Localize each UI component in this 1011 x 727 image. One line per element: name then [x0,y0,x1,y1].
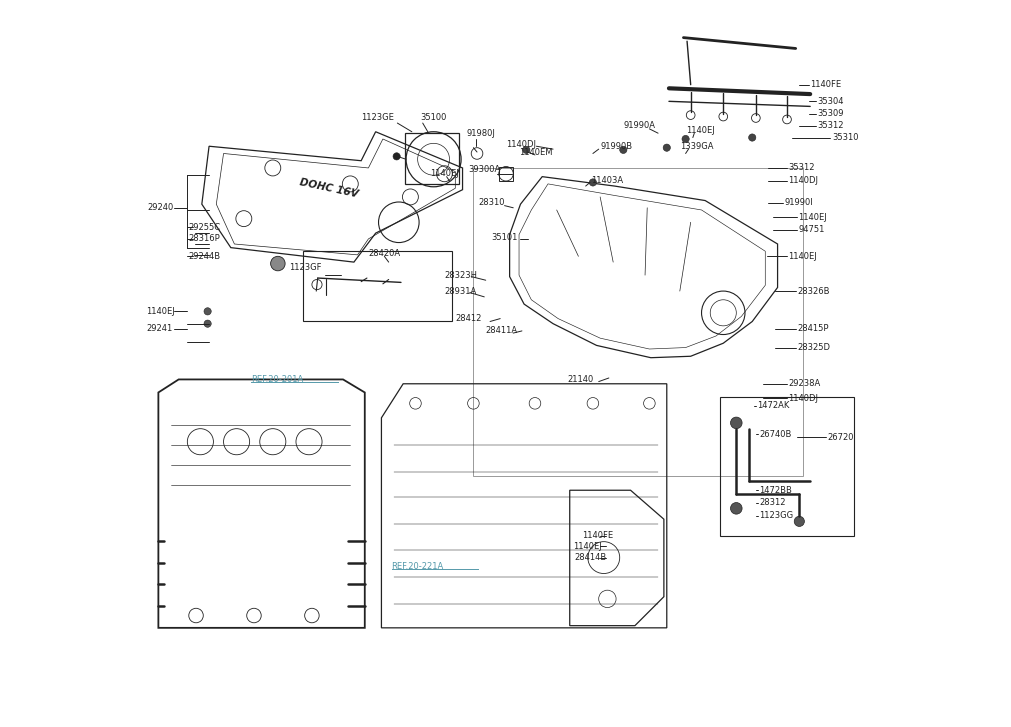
Text: 21140: 21140 [567,375,593,384]
Text: 28323H: 28323H [444,270,477,280]
Circle shape [730,417,741,429]
Text: 28415P: 28415P [797,324,828,333]
Text: 1140EJ: 1140EJ [430,169,458,178]
Text: 1140DJ: 1140DJ [788,394,818,403]
Circle shape [204,308,211,315]
Bar [303,251,451,321]
Text: 1123GE: 1123GE [361,113,393,121]
Text: 28412: 28412 [455,314,481,323]
Text: 35100: 35100 [421,113,447,121]
Text: 1140EJ: 1140EJ [684,126,714,134]
Text: 1339GA: 1339GA [679,142,713,150]
Text: 1123GG: 1123GG [758,511,793,520]
Text: 35101: 35101 [491,233,518,242]
Text: 28411A: 28411A [485,326,518,335]
Text: 1140EM: 1140EM [519,148,552,156]
Circle shape [204,320,211,327]
Text: 28316P: 28316P [189,234,220,244]
Text: 1140EJ: 1140EJ [146,307,175,316]
Text: 28420A: 28420A [368,249,400,258]
Circle shape [588,179,595,186]
Text: 1140EJ: 1140EJ [788,252,817,261]
Text: 35312: 35312 [817,121,843,130]
Text: 1472AK: 1472AK [756,401,789,410]
Circle shape [270,257,285,270]
Circle shape [619,146,627,153]
Text: 28414B: 28414B [574,553,607,562]
Text: 91990I: 91990I [784,198,812,207]
Text: 1140DJ: 1140DJ [788,177,818,185]
Text: 91990B: 91990B [600,142,632,150]
Bar [719,397,853,536]
Text: 1140EJ: 1140EJ [798,213,827,222]
Text: 1140EJ: 1140EJ [572,542,601,550]
Circle shape [730,502,741,514]
Text: REF.20-201A: REF.20-201A [251,375,303,384]
Text: 26720: 26720 [827,433,853,442]
Text: 28326B: 28326B [797,286,829,296]
Circle shape [794,516,804,526]
Text: 29255C: 29255C [189,223,220,232]
Text: 39300A: 39300A [468,165,500,174]
Text: 28325D: 28325D [797,343,829,352]
Text: 1123GF: 1123GF [288,263,320,273]
Text: 28312: 28312 [758,498,786,507]
Text: 26740B: 26740B [758,430,791,439]
Text: 1140FE: 1140FE [810,80,840,89]
Text: 35309: 35309 [817,109,843,119]
Circle shape [522,146,530,153]
Text: 28931A: 28931A [444,286,476,296]
Text: DOHC 16V: DOHC 16V [298,177,359,199]
Text: 1140FE: 1140FE [581,531,613,540]
Text: REF.20-221A: REF.20-221A [391,562,444,571]
Text: 29244B: 29244B [189,252,220,261]
Text: 35304: 35304 [817,97,843,106]
Text: 29241: 29241 [146,324,172,333]
Circle shape [748,134,755,141]
Text: 11403A: 11403A [590,177,623,185]
Text: 29238A: 29238A [788,379,820,388]
Text: 94751: 94751 [798,225,824,234]
Text: 1140DJ: 1140DJ [506,140,536,149]
Text: 91980J: 91980J [466,129,494,137]
Text: 35312: 35312 [788,164,814,172]
Text: 91990A: 91990A [623,121,655,130]
Circle shape [392,153,400,160]
Text: 1472BB: 1472BB [758,486,792,495]
Circle shape [662,144,669,151]
Text: 28310: 28310 [478,198,504,207]
Text: 35310: 35310 [831,133,857,142]
Bar [473,168,802,475]
Circle shape [681,135,688,142]
Text: 29240: 29240 [148,204,174,212]
